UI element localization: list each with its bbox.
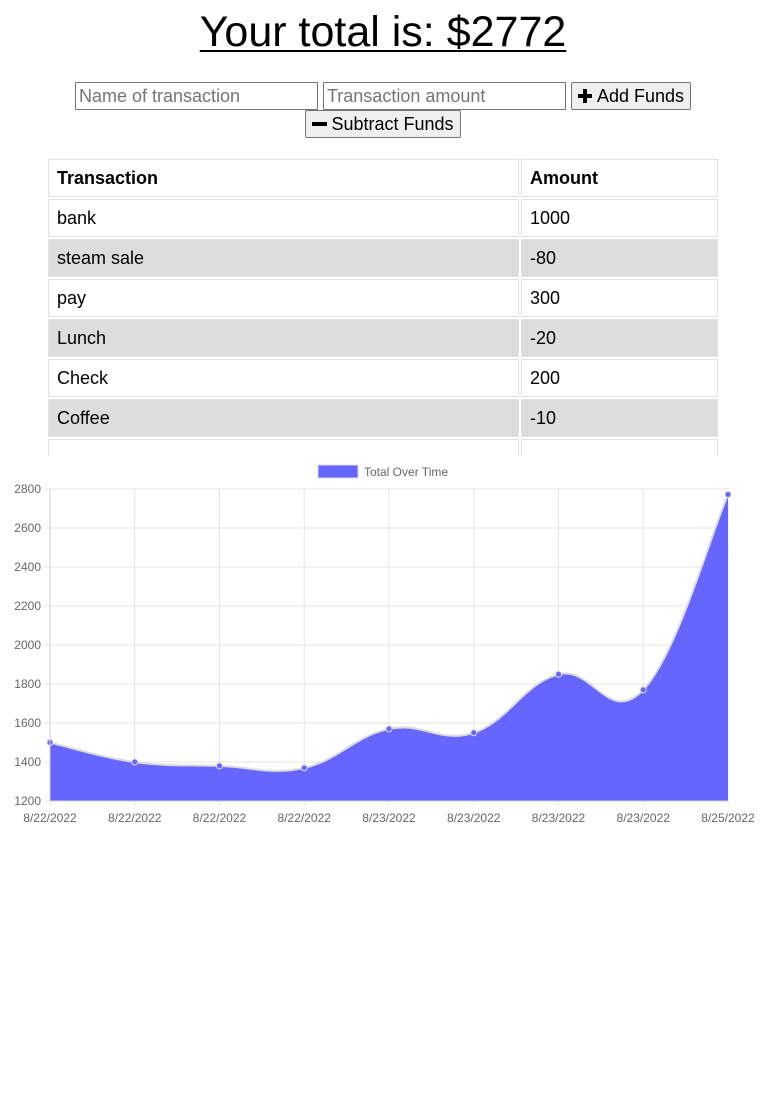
data-point [639, 686, 647, 694]
total-heading: Your total is: $2772 [0, 6, 766, 58]
y-tick-label: 2400 [14, 560, 41, 574]
legend-swatch [317, 464, 359, 479]
transaction-amount-cell [521, 439, 718, 456]
x-tick-label: 8/23/2022 [617, 811, 671, 825]
data-point [216, 762, 223, 770]
x-tick-label: 8/22/2022 [193, 811, 247, 825]
data-point [385, 725, 393, 733]
transactions-table-container[interactable]: Transaction Amount bank 1000 steam sale … [46, 157, 720, 456]
header-amount: Amount [521, 159, 718, 197]
add-funds-label: Add Funds [596, 85, 685, 106]
area-fill [50, 494, 728, 801]
total-value: 2772 [470, 8, 567, 56]
transaction-form: Add Funds [0, 82, 766, 110]
y-tick-label: 2200 [14, 599, 41, 613]
y-tick-label: 1800 [14, 677, 41, 691]
y-tick-label: 2800 [14, 482, 41, 496]
table-row: Coffee -10 [48, 399, 718, 437]
table-header-row: Transaction Amount [48, 159, 718, 197]
minus-icon [312, 117, 328, 131]
total-over-time-chart: 1200 1400 1600 1800 2000 2200 2400 2600 2800 8/22… [14, 464, 755, 825]
y-tick-label: 1200 [14, 794, 41, 808]
transaction-amount-cell: 300 [521, 279, 718, 317]
table-row [48, 439, 718, 456]
transaction-amount-cell: 200 [521, 359, 718, 397]
subtract-funds-label: Subtract Funds [331, 113, 454, 134]
transaction-name-cell: steam sale [48, 239, 519, 277]
x-tick-label: 8/22/2022 [278, 811, 332, 825]
transaction-amount-input[interactable] [322, 82, 566, 110]
x-tick-label: 8/22/2022 [23, 811, 77, 825]
transaction-name-cell: Lunch [48, 319, 519, 357]
data-point [470, 729, 478, 737]
transaction-amount-cell: -20 [521, 319, 718, 357]
subtract-funds-button[interactable]: Subtract Funds [305, 110, 461, 138]
x-tick-label: 8/22/2022 [108, 811, 162, 825]
transaction-amount-cell: 1000 [521, 199, 718, 237]
transaction-amount-cell: -10 [521, 399, 718, 437]
total-prefix: Your total is: $ [199, 8, 471, 56]
x-tick-label: 8/25/2022 [701, 811, 755, 825]
table-row: steam sale -80 [48, 239, 718, 277]
plus-icon [577, 89, 592, 103]
table-row: Check 200 [48, 359, 718, 397]
data-point [300, 764, 308, 772]
transaction-amount-cell: -80 [521, 239, 718, 277]
transaction-name-cell: pay [48, 279, 519, 317]
transaction-name-cell: Coffee [48, 399, 519, 437]
transactions-table: Transaction Amount bank 1000 steam sale … [46, 157, 720, 456]
transaction-name-cell: Check [48, 359, 519, 397]
legend-label: Total Over Time [364, 465, 448, 479]
transaction-name-input[interactable] [74, 82, 318, 110]
table-row: Lunch -20 [48, 319, 718, 357]
header-transaction: Transaction [48, 159, 519, 197]
transaction-name-cell: bank [48, 199, 519, 237]
transaction-name-cell [48, 439, 519, 456]
y-tick-label: 2000 [14, 638, 41, 652]
y-tick-label: 1600 [14, 716, 41, 730]
data-point [131, 758, 139, 766]
table-row: bank 1000 [48, 199, 718, 237]
x-tick-label: 8/23/2022 [362, 811, 416, 825]
data-point [555, 670, 562, 678]
table-row: pay 300 [48, 279, 718, 317]
y-tick-label: 2600 [14, 521, 41, 535]
add-funds-button[interactable]: Add Funds [570, 82, 692, 110]
x-tick-label: 8/23/2022 [532, 811, 586, 825]
data-point [724, 490, 732, 498]
y-tick-label: 1400 [14, 755, 41, 769]
x-tick-label: 8/23/2022 [447, 811, 501, 825]
